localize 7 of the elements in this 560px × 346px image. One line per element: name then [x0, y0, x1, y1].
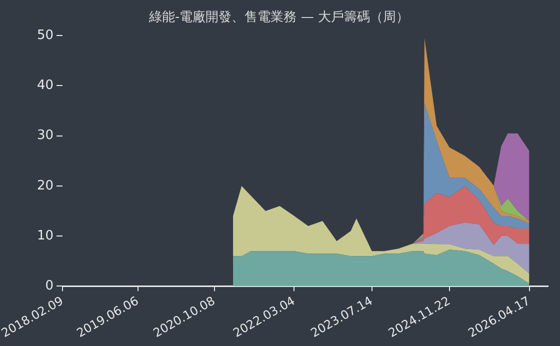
y-tick-label: 0 — [45, 278, 54, 294]
y-tick-label: 20 — [36, 178, 54, 194]
y-tick-label: 50 — [36, 28, 54, 43]
y-tick-label: 10 — [36, 228, 54, 244]
y-tick-label: 40 — [36, 78, 54, 94]
y-tick-label: 30 — [36, 128, 54, 144]
chart-title: 綠能-電廠開發、售電業務 — 大戶籌碼（周） — [148, 10, 409, 26]
